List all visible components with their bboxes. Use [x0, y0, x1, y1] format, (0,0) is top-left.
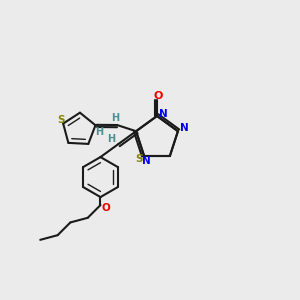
Text: S: S [135, 154, 143, 164]
Text: O: O [153, 91, 163, 101]
Text: H: H [107, 134, 115, 144]
Text: N: N [159, 109, 167, 119]
Text: O: O [101, 203, 110, 213]
Text: H: H [111, 113, 119, 123]
Text: S: S [57, 115, 65, 124]
Text: N: N [142, 156, 150, 166]
Text: H: H [95, 127, 103, 137]
Text: N: N [179, 123, 188, 133]
